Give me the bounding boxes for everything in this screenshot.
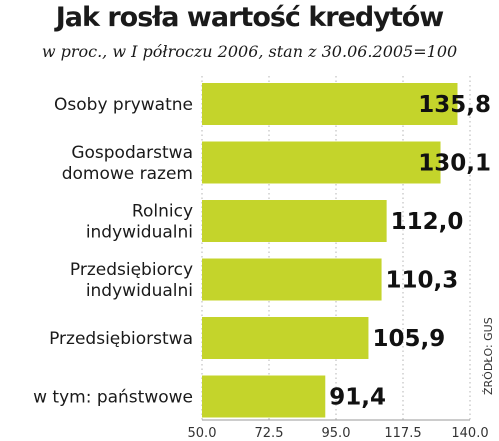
category-label: indywidualni bbox=[86, 281, 193, 301]
category-label: Przedsiębiorstwa bbox=[49, 329, 193, 349]
bar bbox=[202, 83, 458, 125]
bar bbox=[202, 375, 326, 418]
x-tick-label: 117.5 bbox=[384, 426, 421, 441]
value-label: 112,0 bbox=[391, 209, 464, 235]
category-label: domowe razem bbox=[62, 164, 193, 184]
bar bbox=[202, 317, 369, 359]
category-label: Osoby prywatne bbox=[54, 95, 193, 115]
bar bbox=[202, 200, 387, 242]
value-label: 130,1 bbox=[418, 151, 491, 177]
x-tick-label: 50.0 bbox=[188, 426, 217, 441]
category-label: Gospodarstwa bbox=[71, 143, 193, 163]
x-tick-label: 140.0 bbox=[451, 426, 488, 441]
category-label: indywidualni bbox=[86, 223, 193, 243]
value-label: 105,9 bbox=[372, 326, 445, 352]
x-tick-label: 95.0 bbox=[322, 426, 351, 441]
axis-layer: 50.0 72.5 95.0 117.5 140.0 bbox=[188, 419, 489, 441]
category-label: Rolnicy bbox=[132, 202, 193, 222]
category-label: w tym: państwowe bbox=[33, 388, 193, 408]
chart-subtitle: w proc., w I półroczu 2006, stan z 30.06… bbox=[41, 42, 458, 61]
value-label: 110,3 bbox=[386, 268, 459, 294]
category-label: Przedsiębiorcy bbox=[70, 260, 193, 280]
x-tick-label: 72.5 bbox=[255, 426, 284, 441]
value-label: 91,4 bbox=[329, 385, 386, 411]
chart-title: Jak rosła wartość kredytów bbox=[55, 2, 445, 33]
value-label: 135,8 bbox=[418, 92, 491, 118]
bar-layer bbox=[202, 83, 458, 418]
grid-layer bbox=[201, 76, 471, 420]
bar bbox=[202, 141, 441, 184]
label-layer: 135,8 Osoby prywatne 130,1 Gospodarstwadomo… bbox=[33, 92, 495, 411]
source-note: ŹRÓDŁO: GUS bbox=[482, 317, 495, 395]
bar bbox=[202, 258, 382, 301]
